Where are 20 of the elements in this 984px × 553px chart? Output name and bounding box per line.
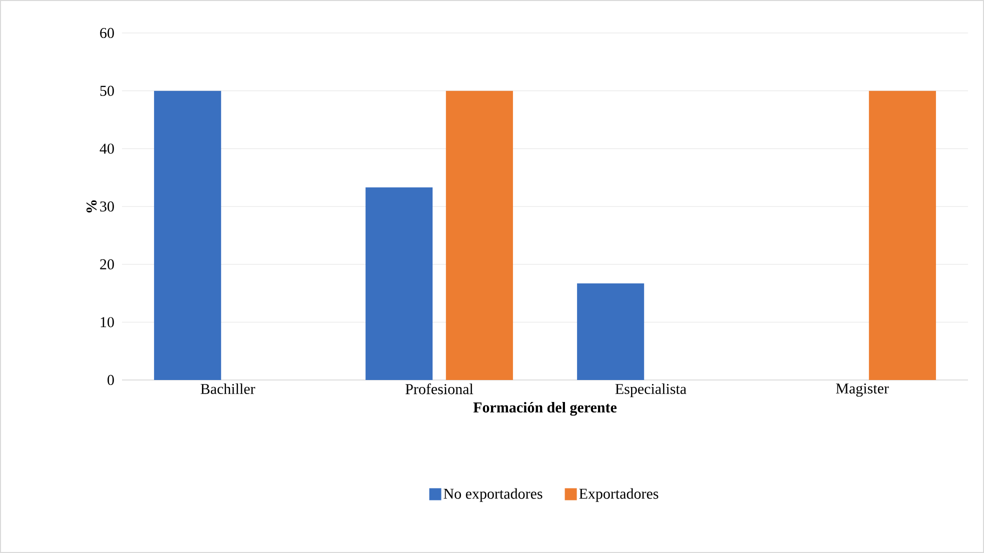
legend-label: Exportadores: [579, 488, 658, 502]
y-tick-label: 10: [100, 317, 114, 328]
y-tick-label: 30: [100, 201, 114, 212]
x-tick-label: Magister: [836, 384, 889, 397]
x-axis-title: Formación del gerente: [473, 402, 617, 416]
y-tick-label: 60: [100, 28, 114, 38]
bar: [868, 90, 936, 380]
y-tick-label: 0: [108, 374, 114, 386]
x-tick-label: Bachiller: [200, 384, 256, 394]
y-tick-label: 40: [100, 144, 114, 154]
bar: [366, 187, 433, 380]
x-tick-label: Especialista: [615, 384, 686, 398]
y-axis-title: %: [86, 200, 97, 212]
y-tick-label: 20: [100, 259, 114, 270]
y-tick-label: 50: [100, 86, 114, 96]
bar: [154, 90, 222, 380]
legend-label: No exportadores: [444, 488, 542, 502]
x-tick-label: Profesional: [406, 384, 474, 394]
bar: [446, 90, 513, 380]
bar: [577, 283, 644, 380]
